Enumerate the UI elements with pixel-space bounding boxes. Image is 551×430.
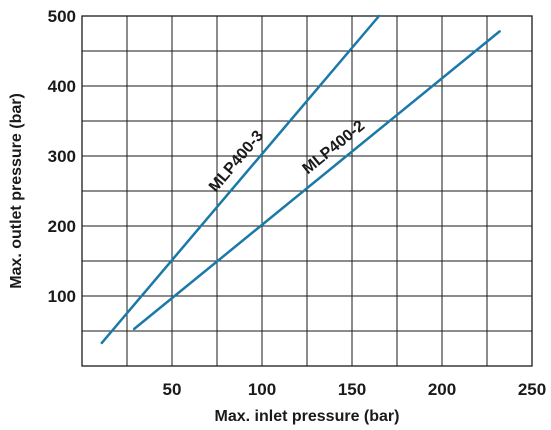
series-line-1 [100,14,381,345]
series-line-2 [132,30,501,331]
tick-labels: 50 100 150 200 250 100 200 300 400 500 [48,7,547,399]
x-tick-label: 150 [338,380,366,399]
y-tick-label: 100 [48,287,76,306]
x-tick-label: 50 [163,380,182,399]
plot-frame [81,15,533,367]
y-tick-label: 500 [48,7,76,26]
y-tick-label: 300 [48,147,76,166]
x-tick-label: 100 [248,380,276,399]
x-tick-label: 250 [518,380,546,399]
series-lines [100,14,501,345]
y-tick-label: 400 [48,77,76,96]
x-axis-label: Max. inlet pressure (bar) [215,408,400,425]
grid [81,15,533,367]
y-tick-label: 200 [48,217,76,236]
y-axis-label: Max. outlet pressure (bar) [8,93,25,289]
x-tick-label: 200 [428,380,456,399]
